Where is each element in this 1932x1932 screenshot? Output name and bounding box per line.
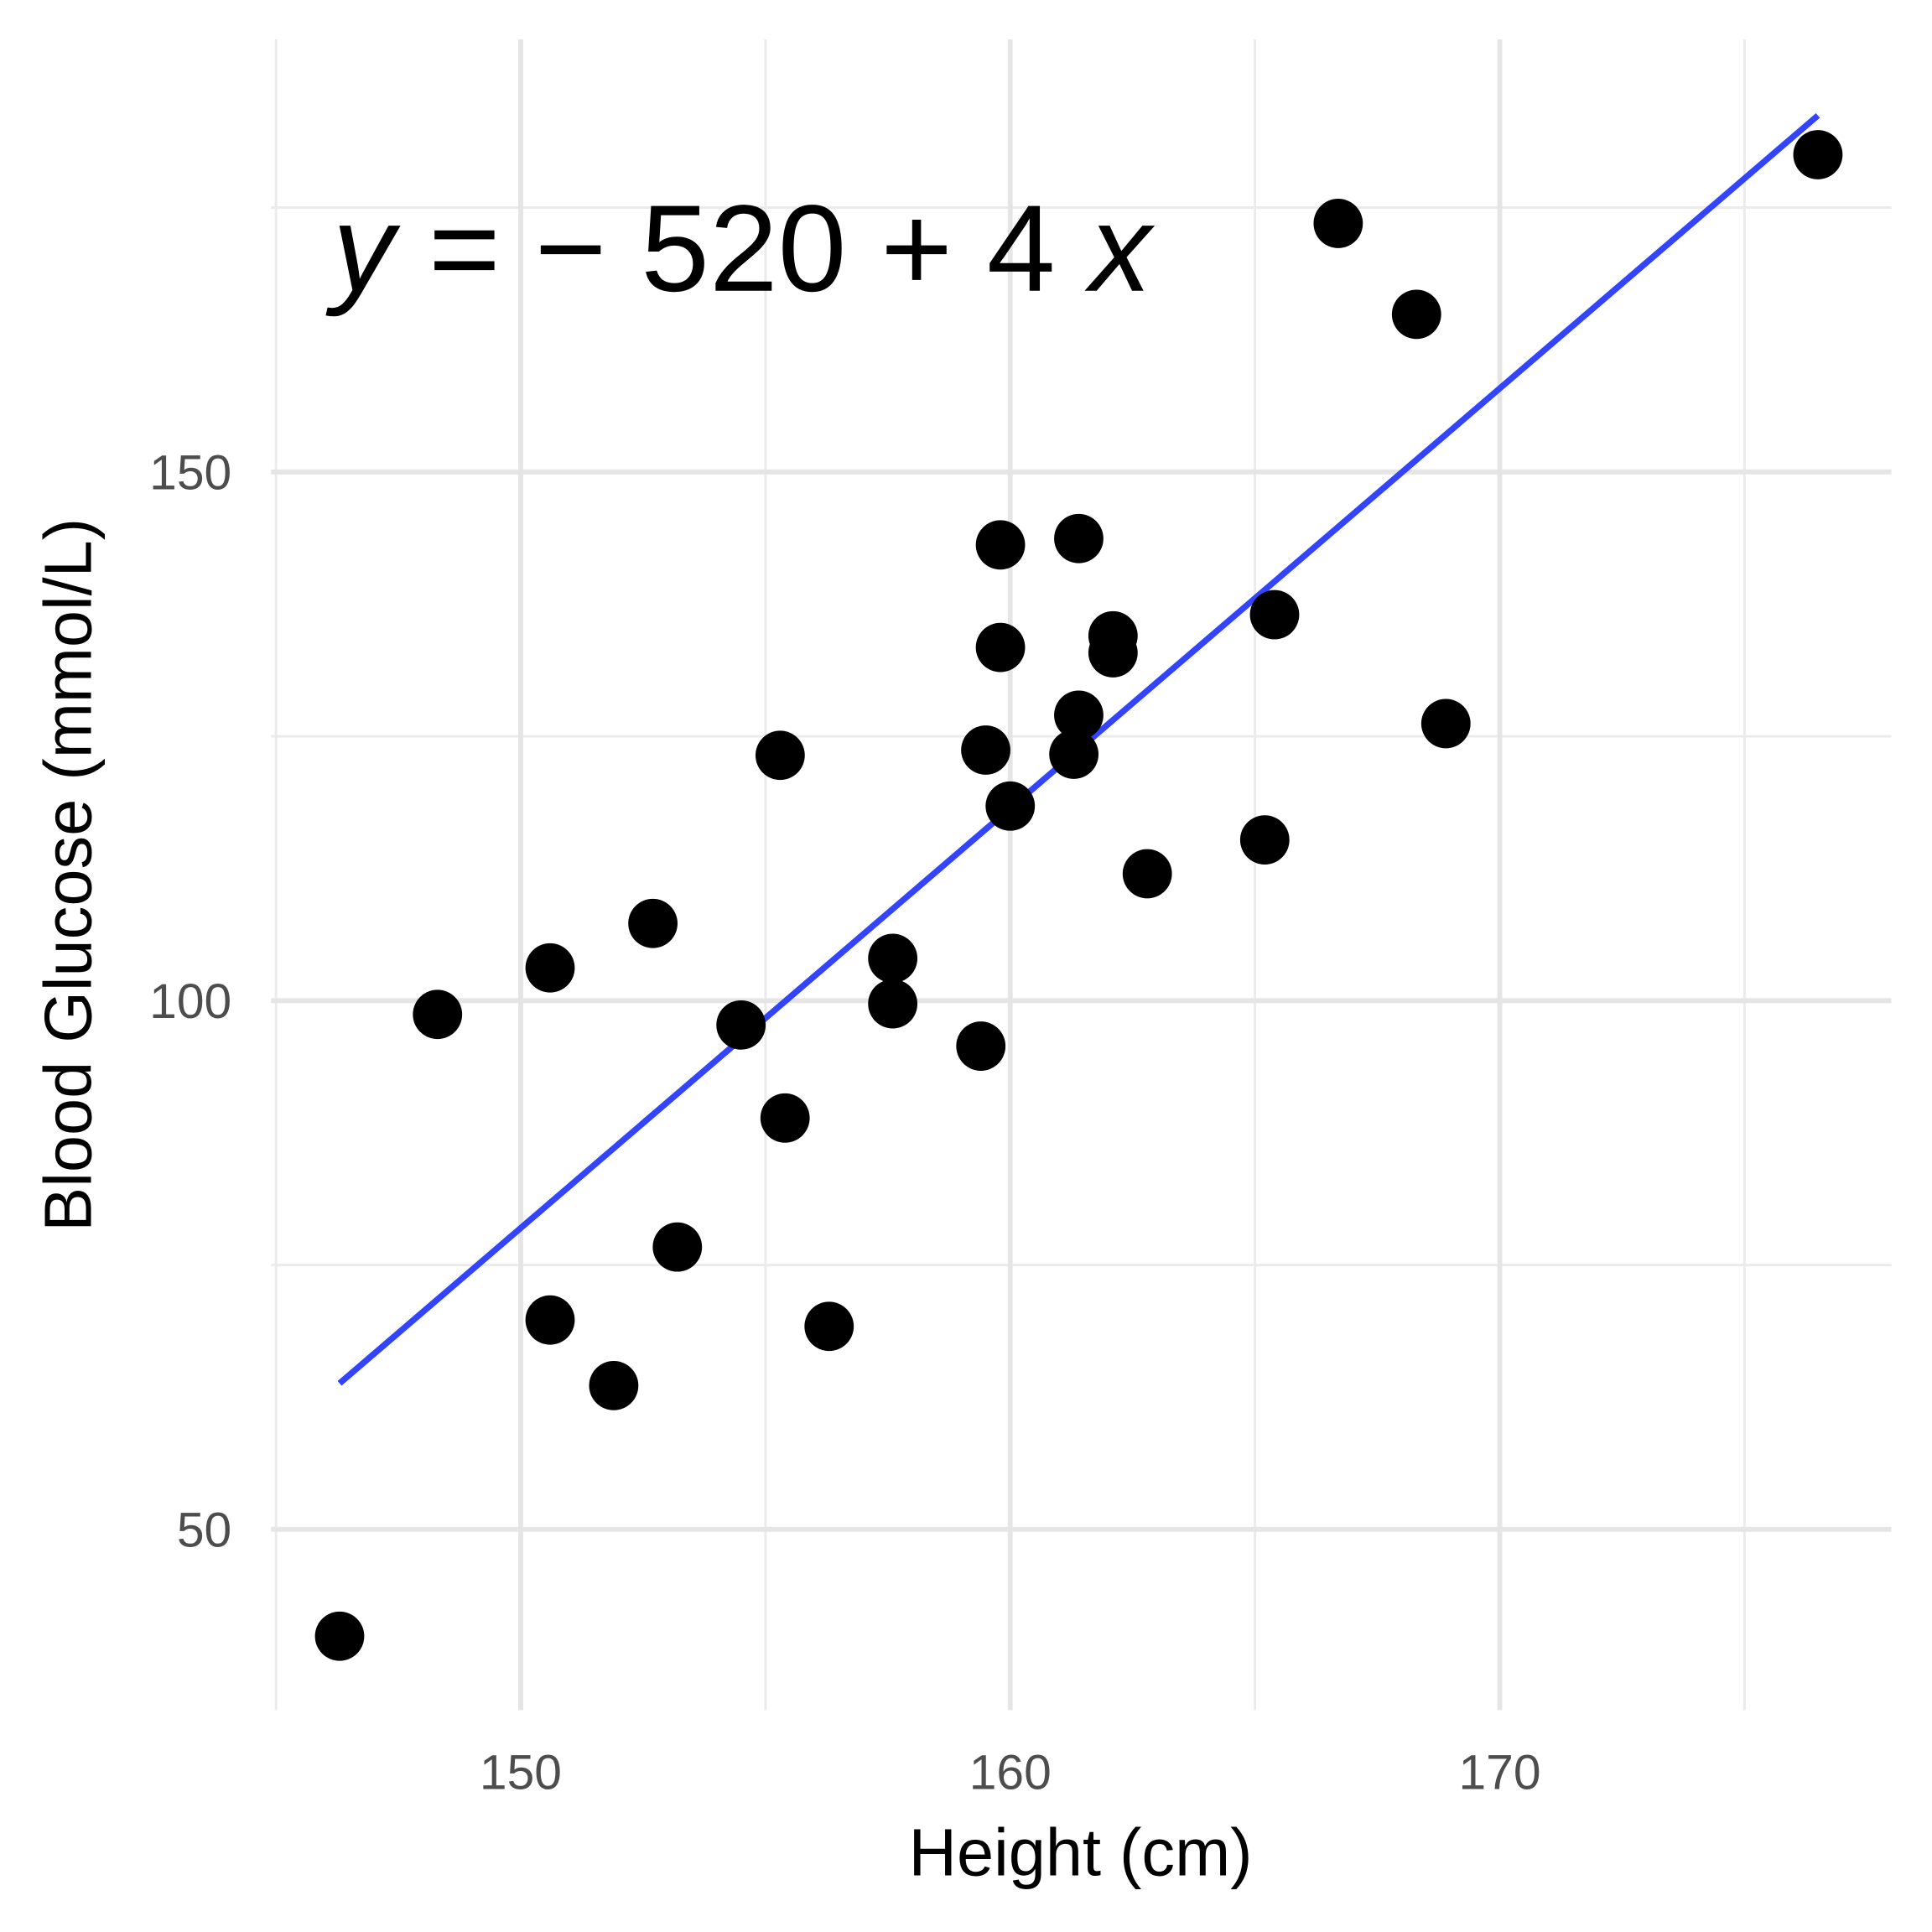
data-point [975,520,1026,570]
data-point [1239,815,1290,865]
data-point [804,1301,854,1352]
x-axis-label: Height (cm) [909,1815,1253,1889]
points [314,130,1843,1661]
data-point [1054,690,1104,740]
data-point [589,1360,639,1410]
data-point [1793,130,1843,179]
eq-body: = − 520 + 4 [394,180,1089,318]
data-point [755,730,805,781]
data-point [985,781,1036,831]
data-point [1088,628,1138,678]
data-point [1122,849,1172,899]
data-point [956,1021,1006,1071]
data-point [1249,589,1300,640]
data-point [1391,289,1441,340]
data-point [1420,699,1471,749]
y-axis-label: Blood Glucose (mmol/L) [31,518,106,1232]
tick-labels: 150 160 170 50 100 150 [149,445,1540,1800]
data-point [1054,513,1104,564]
data-point [716,1000,766,1050]
y-tick-label: 150 [149,445,231,500]
x-tick-label: 160 [969,1746,1052,1800]
data-point [868,979,918,1029]
y-tick-label: 100 [149,974,231,1029]
data-point [525,943,575,993]
data-point [868,933,918,984]
eq-y: y [325,180,401,318]
equation-annotation: y = − 520 + 4 x [325,180,1156,318]
data-point [628,898,678,948]
data-point [760,1093,810,1143]
data-point [652,1222,703,1272]
data-point [314,1611,365,1661]
data-point [1313,199,1363,248]
data-point [1049,730,1099,779]
data-point [961,725,1010,775]
data-point [525,1295,575,1345]
x-tick-label: 150 [480,1746,562,1800]
y-tick-label: 50 [177,1503,231,1557]
x-tick-label: 170 [1458,1746,1540,1800]
data-point [413,989,463,1040]
eq-x: x [1084,180,1155,318]
data-point [975,622,1026,673]
